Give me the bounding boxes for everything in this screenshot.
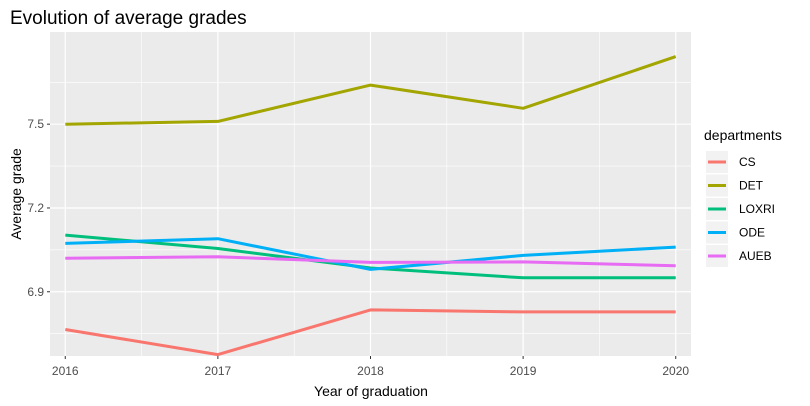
legend-label: LOXRI [739,202,775,216]
x-tick-label: 2020 [662,364,689,378]
x-axis-title: Year of graduation [314,383,428,399]
y-tick-label: 7.2 [27,201,44,215]
series-line-det [65,55,677,126]
x-tick-label: 2019 [510,364,537,378]
legend-label: AUEB [739,249,772,263]
legend: CS DET LOXRI ODE AUEB [706,151,775,267]
legend-label: ODE [739,226,765,240]
legend-label: CS [739,155,756,169]
chart-title: Evolution of average grades [10,8,247,29]
series-line-ode [65,237,676,271]
x-tick-label: 2017 [205,364,232,378]
legend-title: departments [704,127,782,143]
x-tick-label: 2018 [357,364,384,378]
y-tick-label: 6.9 [27,285,44,299]
y-axis-title: Average grade [8,148,24,240]
series-line-aueb [65,255,676,268]
x-tick-label: 2016 [52,364,79,378]
legend-label: DET [739,179,764,193]
y-tick-label: 7.5 [27,117,44,131]
series-line-cs [65,308,676,357]
